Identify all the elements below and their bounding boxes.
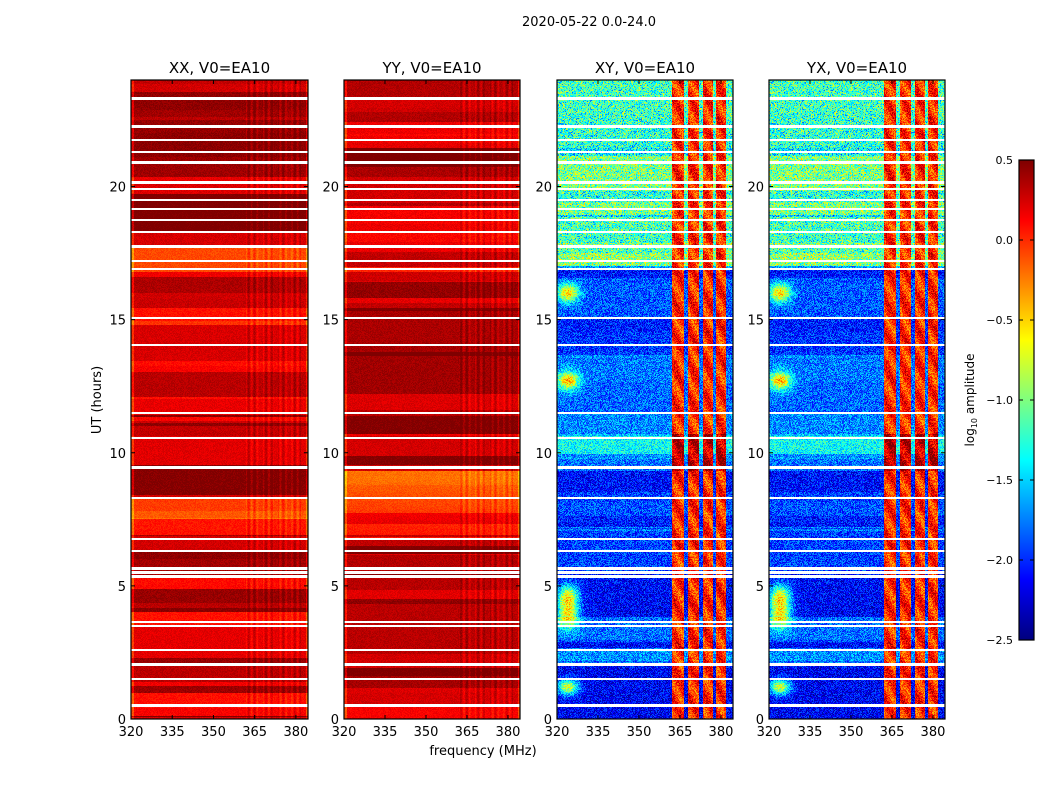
x-tick-label: 350: [839, 725, 864, 740]
y-tick-label: 20: [747, 181, 764, 196]
panel-frame: [556, 79, 734, 720]
y-tick-label: 0: [756, 713, 764, 728]
x-tick-label: 365: [668, 725, 693, 740]
panel-title: YX, V0=EA10: [806, 59, 907, 77]
panel-title: XX, V0=EA10: [169, 59, 270, 77]
y-tick-label: 20: [109, 181, 126, 196]
x-tick-label: 335: [160, 725, 185, 740]
y-tick-label: 0: [331, 713, 339, 728]
colorbar-label: log10 amplitude: [963, 354, 979, 447]
x-tick-label: 320: [332, 725, 357, 740]
colorbar-tick-label: −2.0: [986, 554, 1013, 567]
y-tick-label: 5: [544, 580, 552, 595]
panel-frame: [343, 79, 521, 720]
heatmap-xx: [131, 80, 308, 719]
colorbar-tick-label: 0.0: [996, 234, 1014, 247]
y-tick-label: 10: [109, 447, 126, 462]
x-tick-label: 380: [921, 725, 946, 740]
x-tick-label: 350: [627, 725, 652, 740]
x-tick-label: 335: [373, 725, 398, 740]
x-tick-label: 365: [455, 725, 480, 740]
colorbar-tick-label: −1.5: [986, 474, 1013, 487]
y-tick-label: 15: [109, 314, 126, 329]
y-tick-label: 0: [544, 713, 552, 728]
colorbar-label-rest: amplitude: [963, 354, 977, 418]
y-axis-label: UT (hours): [90, 366, 105, 434]
x-tick-label: 320: [545, 725, 570, 740]
x-tick-label: 320: [119, 725, 144, 740]
y-tick-label: 20: [535, 181, 552, 196]
x-tick-label: 320: [757, 725, 782, 740]
panel-title: XY, V0=EA10: [595, 59, 695, 77]
y-tick-label: 5: [118, 580, 126, 595]
y-tick-label: 15: [322, 314, 339, 329]
y-tick-label: 15: [535, 314, 552, 329]
y-tick-label: 10: [535, 447, 552, 462]
colorbar-label-log: log: [963, 428, 977, 446]
panel-frame: [130, 79, 309, 720]
y-tick-label: 15: [747, 314, 764, 329]
heatmap-yx: [769, 80, 945, 719]
x-tick-label: 365: [880, 725, 905, 740]
x-tick-label: 350: [201, 725, 226, 740]
y-tick-label: 5: [756, 580, 764, 595]
x-tick-label: 380: [709, 725, 734, 740]
x-tick-label: 365: [242, 725, 267, 740]
colorbar-tick-label: −2.5: [986, 634, 1013, 647]
heatmap-xy: [557, 80, 733, 719]
x-tick-label: 335: [586, 725, 611, 740]
colorbar-gradient: [1019, 160, 1034, 640]
colorbar-tick-label: 0.5: [996, 154, 1014, 167]
y-tick-label: 5: [331, 580, 339, 595]
heatmap-yy: [344, 80, 520, 719]
panel-frame: [768, 79, 946, 720]
colorbar-tick-label: −0.5: [986, 314, 1013, 327]
panel-title: YY, V0=EA10: [381, 59, 481, 77]
y-tick-label: 20: [322, 181, 339, 196]
figure-title: 2020-05-22 0.0-24.0: [522, 15, 656, 30]
x-axis-label: frequency (MHz): [429, 744, 536, 759]
x-tick-label: 380: [496, 725, 521, 740]
x-tick-label: 335: [798, 725, 823, 740]
y-tick-label: 10: [322, 447, 339, 462]
y-tick-label: 10: [747, 447, 764, 462]
x-tick-label: 380: [283, 725, 308, 740]
colorbar-tick-label: −1.0: [986, 394, 1013, 407]
y-tick-label: 0: [118, 713, 126, 728]
colorbar-label-subscript: 10: [970, 418, 979, 428]
x-tick-label: 350: [414, 725, 439, 740]
